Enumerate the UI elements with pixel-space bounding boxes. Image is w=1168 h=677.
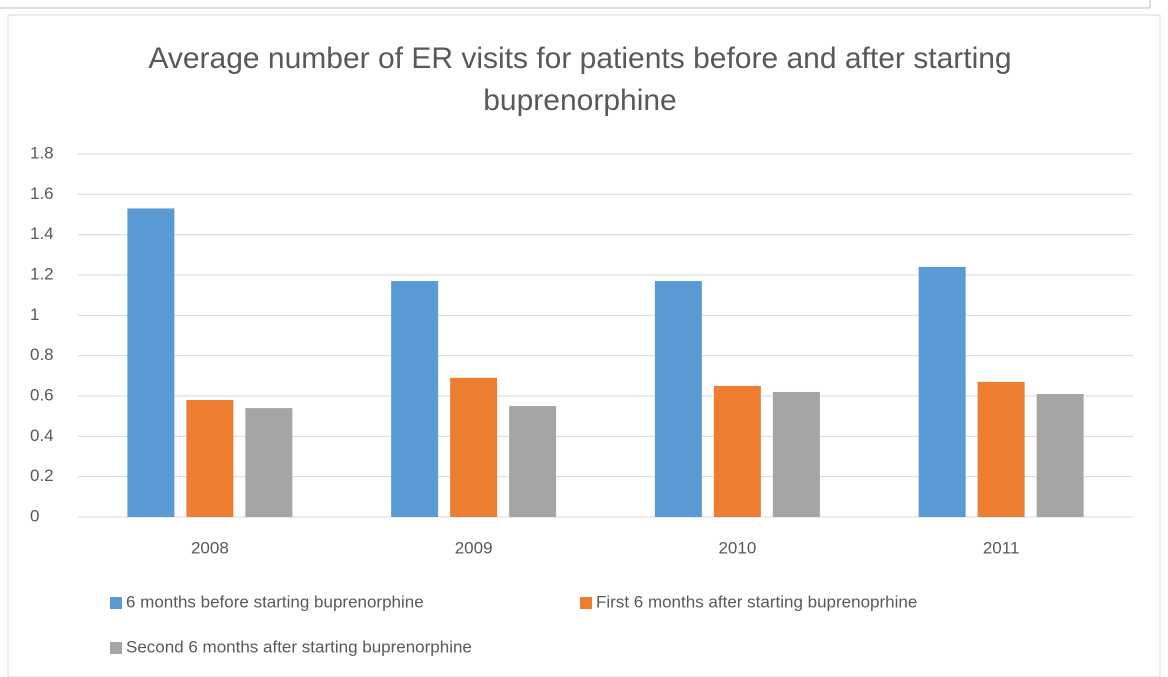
y-tick-label: 1 <box>30 305 39 324</box>
bar <box>186 400 234 517</box>
bar <box>977 381 1025 517</box>
x-tick-label: 2009 <box>455 538 493 557</box>
y-tick-label: 0.2 <box>30 466 54 485</box>
bar <box>772 391 820 517</box>
x-tick-label: 2011 <box>983 538 1020 557</box>
x-tick-label: 2008 <box>191 538 229 557</box>
legend-swatch <box>110 597 122 609</box>
bar <box>1036 393 1084 517</box>
bar <box>245 408 293 517</box>
y-tick-label: 1.6 <box>30 184 54 203</box>
y-tick-label: 1.4 <box>30 224 54 243</box>
legend-label: Second 6 months after starting buprenorp… <box>126 637 472 656</box>
legend-label: First 6 months after starting buprenoprh… <box>596 592 917 611</box>
bar <box>918 266 966 517</box>
y-tick-label: 0.8 <box>30 345 54 364</box>
chart-border <box>7 14 1161 677</box>
x-tick-label: 2010 <box>718 538 756 557</box>
chart-title: Average number of ER visits for patients… <box>148 42 1012 117</box>
y-tick-label: 0.4 <box>30 426 54 445</box>
legend-label: 6 months before starting buprenorphine <box>126 592 424 611</box>
legend-swatch <box>580 597 592 609</box>
bar <box>450 377 498 517</box>
y-tick-label: 0.6 <box>30 385 54 404</box>
y-tick-label: 1.2 <box>30 264 54 283</box>
bar <box>127 208 175 517</box>
legend-swatch <box>110 642 122 654</box>
bar <box>509 406 557 517</box>
y-tick-label: 0 <box>30 506 39 525</box>
y-tick-label: 1.8 <box>30 143 54 162</box>
bar <box>391 281 439 517</box>
bar <box>654 281 702 517</box>
bar <box>713 385 761 517</box>
